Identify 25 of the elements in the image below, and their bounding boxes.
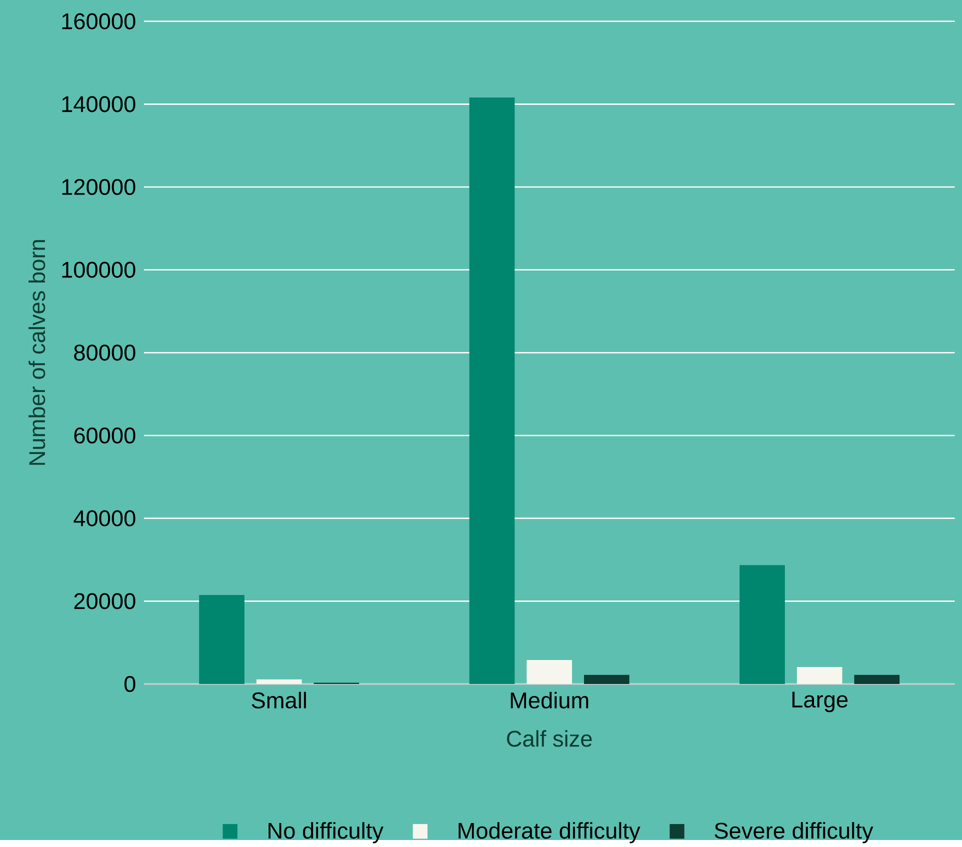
bar (199, 594, 244, 684)
x-tick-label: Medium (510, 692, 588, 708)
y-tick-label: 60000 (74, 427, 136, 444)
y-tick-label: 100000 (62, 262, 136, 278)
legend-label: No difficulty (268, 822, 384, 844)
bar (526, 660, 572, 684)
x-tick-label: Large (792, 692, 848, 712)
y-tick-label: 80000 (74, 344, 136, 361)
legend-label: Moderate difficulty (458, 822, 640, 844)
y-tick-label: 40000 (74, 510, 136, 526)
bar (854, 674, 900, 684)
y-tick-label: 140000 (62, 96, 136, 112)
bar (256, 679, 302, 684)
legend-label: Severe difficulty (714, 822, 874, 844)
bar (796, 666, 842, 684)
x-axis-title: Calf size (507, 730, 592, 747)
y-tick-label: 20000 (74, 592, 136, 610)
y-tick-label: 0 (124, 676, 136, 692)
y-tick-label: 160000 (62, 13, 136, 30)
y-axis-title: Number of calves born (28, 240, 46, 465)
y-tick-label: 120000 (62, 178, 136, 195)
bar (469, 97, 515, 684)
x-tick-label: Small (252, 692, 306, 708)
bar (740, 564, 785, 684)
bar (584, 674, 630, 684)
